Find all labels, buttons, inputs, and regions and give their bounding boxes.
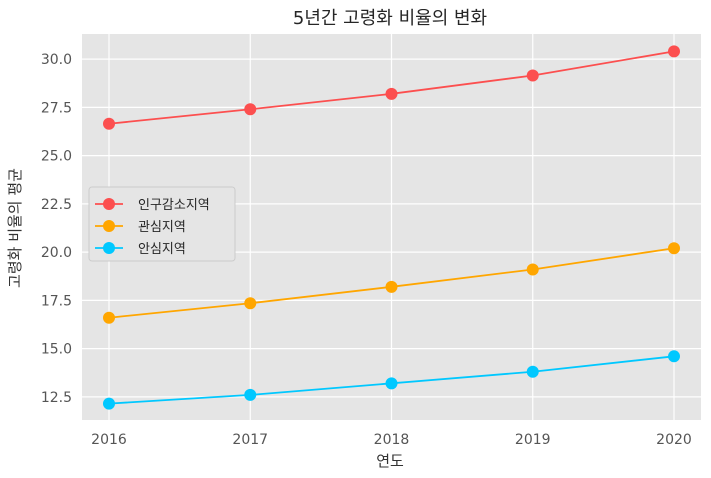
legend-box	[88, 186, 236, 262]
y-tick-label: 27.5	[41, 100, 72, 116]
y-tick-label: 15.0	[41, 342, 72, 358]
y-tick-label: 20.0	[41, 245, 72, 261]
data-point	[103, 117, 115, 130]
tick-labels: 12.5 15.0 17.5 20.0 22.5 25.0 27.5 30.0 2016 2017…	[41, 52, 692, 448]
x-axis-label: 연도	[376, 452, 404, 470]
data-point	[385, 280, 398, 293]
legend-label: 인구감소지역	[138, 198, 210, 213]
data-point	[244, 388, 257, 401]
grid-lines	[82, 34, 701, 420]
x-tick-label: 2020	[656, 432, 692, 448]
x-tick-label: 2018	[374, 432, 410, 448]
data-point	[244, 297, 257, 310]
data-point	[103, 397, 115, 410]
y-tick-label: 17.5	[41, 293, 72, 309]
legend-marker	[103, 220, 115, 232]
data-point	[668, 242, 680, 255]
y-tick-label: 25.0	[41, 149, 72, 165]
series-1	[103, 45, 680, 130]
series-layer	[103, 45, 680, 410]
data-point	[526, 263, 539, 276]
data-point	[244, 103, 257, 116]
data-point	[385, 87, 398, 100]
y-axis-label: 고령화 비율의 평균	[6, 168, 24, 288]
data-point	[526, 69, 539, 82]
chart-title: 5년간 고령화 비율의 변화	[293, 8, 487, 29]
data-point	[385, 377, 398, 390]
legend-marker	[103, 198, 115, 210]
x-tick-label: 2017	[232, 432, 268, 448]
legend-label: 안심지역	[138, 242, 186, 257]
x-tick-label: 2016	[91, 432, 127, 448]
y-tick-label: 30.0	[41, 52, 72, 68]
x-tick-label: 2019	[515, 432, 551, 448]
y-tick-label: 22.5	[41, 197, 72, 213]
data-point	[668, 45, 680, 58]
series-2	[103, 242, 680, 324]
series-3	[103, 350, 680, 410]
y-tick-label: 12.5	[41, 390, 72, 406]
data-point	[526, 365, 539, 378]
legend-marker	[103, 242, 115, 254]
data-point	[103, 311, 115, 324]
data-point	[668, 350, 680, 363]
legend-label: 관심지역	[138, 220, 186, 235]
